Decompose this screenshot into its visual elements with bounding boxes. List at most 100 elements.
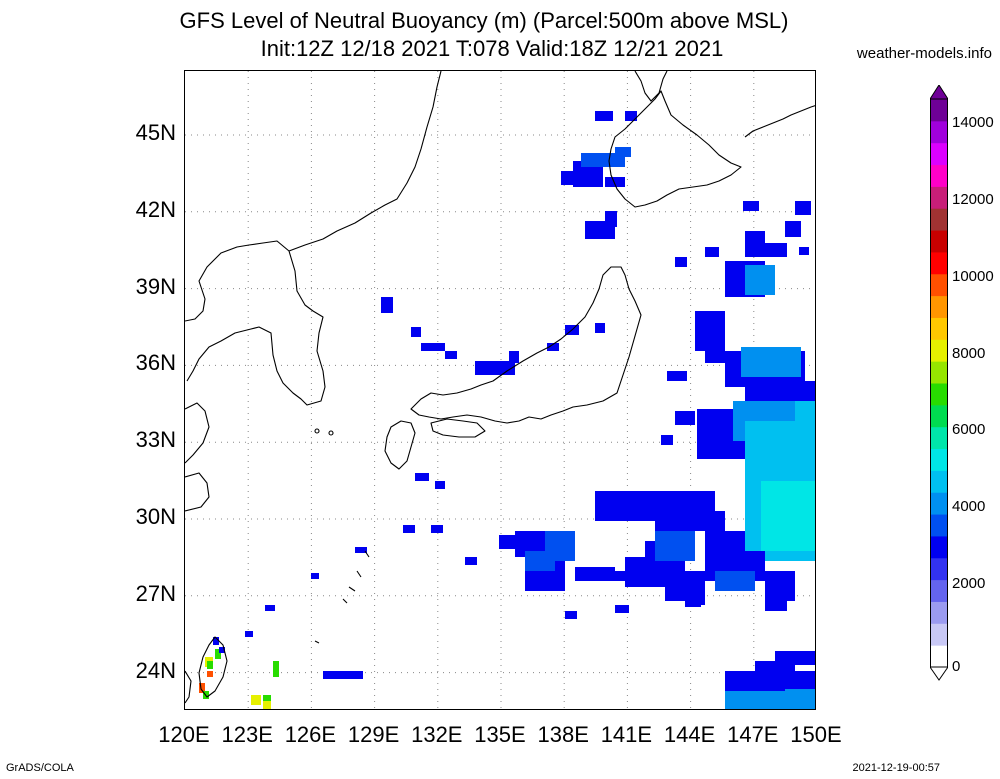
buoyancy-cell [207,661,213,669]
lat-label: 36N [135,350,176,376]
buoyancy-cell [263,695,271,705]
lat-label: 39N [135,273,176,299]
buoyancy-cell [561,171,581,185]
buoyancy-cell [775,511,815,541]
lon-label: 141E [600,722,653,747]
buoyancy-cell [785,221,801,237]
colorbar-step [930,448,948,471]
buoyancy-cell [615,147,631,157]
buoyancy-cell [795,201,811,215]
lon-label: 144E [663,722,716,747]
buoyancy-cell [465,557,477,565]
colorbar-label: 8000 [952,344,986,362]
lon-label: 132E [411,722,463,747]
buoyancy-cell [213,637,219,645]
buoyancy-cell [415,473,429,481]
buoyancy-cell [445,351,457,359]
colorbar-step [930,492,948,515]
colorbar-step [930,120,948,144]
buoyancy-cell [685,511,725,531]
buoyancy-cell [615,605,629,613]
colorbar [929,84,949,681]
colorbar-step [930,557,948,581]
buoyancy-cell [605,571,625,581]
coastlines [185,71,815,704]
buoyancy-cell [525,551,555,571]
buoyancy-cell [705,247,719,257]
buoyancy-cell [263,701,271,709]
colorbar-label: 2000 [952,575,986,593]
buoyancy-cell [661,435,673,445]
buoyancy-cell [323,671,363,679]
buoyancy-cell [667,371,687,381]
colorbar-step [930,579,948,602]
colorbar-outline [930,98,948,668]
buoyancy-cell [245,631,253,637]
buoyancy-cell [675,411,695,425]
software-credit: GrADS/COLA [6,762,74,774]
generated-timestamp: 2021-12-19-00:57 [852,762,940,774]
buoyancy-cell [431,525,443,533]
buoyancy-cell [421,343,445,351]
lat-label: 45N [135,120,176,145]
lon-label: 135E [474,722,526,747]
colorbar-label: 4000 [952,498,986,516]
buoyancy-cell [199,683,205,693]
buoyancy-cell [625,111,637,121]
buoyancy-cell [215,649,221,659]
buoyancy-cell [799,247,809,255]
buoyancy-cell [219,647,225,653]
colorbar-step [930,361,948,384]
buoyancy-cell [765,243,787,257]
buoyancy-cell [745,231,765,257]
buoyancy-cell [695,311,725,351]
colorbar-step [930,383,948,406]
colorbar-step [930,186,948,209]
colorbar-label: 0 [952,658,961,675]
buoyancy-cell [311,573,319,579]
buoyancy-cell [805,651,815,665]
buoyancy-cell [605,211,617,227]
buoyancy-cell [745,265,775,295]
colorbar-step [930,99,948,122]
lon-label: 138E [537,722,589,747]
buoyancy-cell [743,201,759,211]
buoyancy-cell [675,257,687,267]
colorbar-step [930,251,948,275]
lat-label: 33N [135,427,176,453]
colorbar-step [930,230,948,253]
graticule [185,71,815,709]
buoyancy-cell [685,597,701,607]
buoyancy-cell [403,525,415,533]
colorbar-step [930,208,948,231]
buoyancy-cell [265,605,275,611]
buoyancy-cell [499,535,515,549]
buoyancy-cell [741,347,801,377]
colorbar-step [930,142,948,166]
buoyancy-cell [785,689,815,709]
colorbar-step [930,339,948,362]
buoyancy-cell [355,547,367,553]
lon-label: 150E [790,722,842,747]
colorbar-label: 12000 [952,190,994,208]
colorbar-min-arrow [929,666,949,681]
lon-label: 123E [221,722,273,747]
buoyancy-cell [715,571,755,591]
colorbar-step [930,601,948,624]
buoyancy-cell [655,531,695,561]
buoyancy-cell [765,601,787,611]
lon-label: 147E [727,722,779,747]
buoyancy-field [199,111,815,709]
buoyancy-cell [595,323,605,333]
buoyancy-cell [435,481,445,489]
buoyancy-cell [755,661,795,681]
buoyancy-cell [207,671,213,677]
colorbar-label: 6000 [952,421,986,439]
buoyancy-cell [725,691,785,709]
colorbar-step [930,273,948,297]
colorbar-step [930,645,948,668]
colorbar-step [930,623,948,646]
buoyancy-cell [547,343,559,351]
buoyancy-cell [581,153,625,167]
colorbar-step [930,470,948,493]
